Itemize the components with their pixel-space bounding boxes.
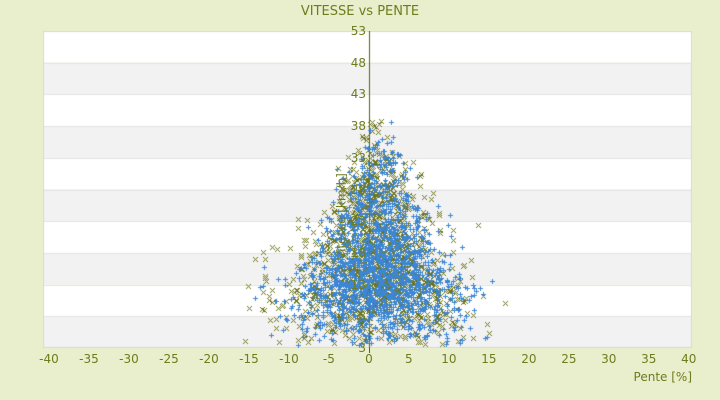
y-axis-tick-label: 23 xyxy=(350,214,366,229)
x-axis-tick-label: 30 xyxy=(601,352,617,366)
y-axis-tick-label: 18 xyxy=(350,245,366,260)
y-axis-tick-label: 8 xyxy=(358,309,366,324)
y-axis-tick-label: 43 xyxy=(350,87,366,102)
x-axis-tick-label: 25 xyxy=(561,352,577,366)
y-axis-tick-label: 38 xyxy=(350,119,366,134)
y-axis-tick-label: 53 xyxy=(350,24,366,38)
x-axis-tick-label: 35 xyxy=(641,352,657,366)
x-axis-tick-label: -10 xyxy=(279,352,299,366)
x-axis-title: Pente [%] xyxy=(633,370,692,384)
scatter-plot-canvas xyxy=(43,31,692,348)
x-axis-tick-label: -40 xyxy=(39,352,59,366)
x-axis-tick-label: -25 xyxy=(159,352,179,366)
y-axis-tick-label: 13 xyxy=(350,277,366,292)
x-axis-tick-label: -5 xyxy=(322,352,335,366)
x-axis-tick-label: -20 xyxy=(199,352,219,366)
y-axis-title: Vitesse [km/h] xyxy=(334,173,349,260)
plot-area xyxy=(43,31,692,348)
x-axis-tick-label: -15 xyxy=(239,352,259,366)
x-axis-tick-label: 20 xyxy=(521,352,537,366)
x-axis-tick-label: 0 xyxy=(365,352,373,366)
x-axis-tick-label: 15 xyxy=(481,352,497,366)
y-axis-tick-label: 28 xyxy=(350,182,366,197)
x-axis-tick-label: 5 xyxy=(405,352,413,366)
x-axis-tick-label: 10 xyxy=(441,352,457,366)
x-axis-tick-label: -35 xyxy=(79,352,99,366)
y-axis-tick-label: 33 xyxy=(350,150,366,165)
y-axis-tick-label: 3 xyxy=(358,341,366,355)
chart-title: VITESSE vs PENTE xyxy=(300,4,420,19)
zero-axis-tick xyxy=(369,348,370,353)
y-axis-tick-label: 48 xyxy=(350,55,366,70)
x-axis-tick-label: -30 xyxy=(119,352,139,366)
x-axis-tick-label: 40 xyxy=(681,352,697,366)
